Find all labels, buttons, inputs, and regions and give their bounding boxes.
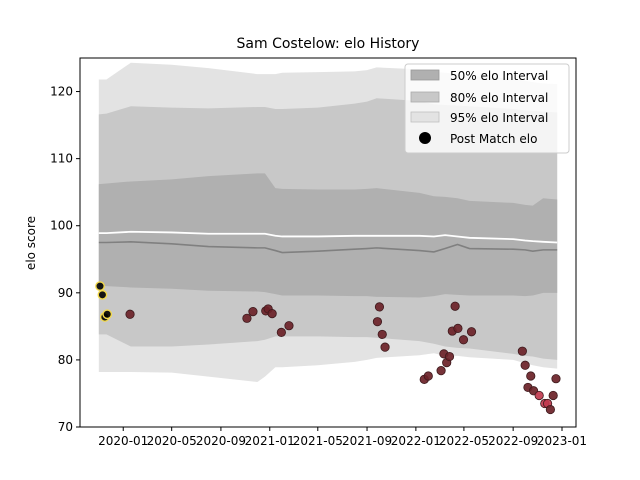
x-tick-label-2021-01: 2021-01 xyxy=(245,434,295,448)
x-tick-label-2021-05: 2021-05 xyxy=(293,434,343,448)
post-match-point-3 xyxy=(102,309,113,320)
legend-label-50: 50% elo Interval xyxy=(450,69,548,83)
post-match-point-28 xyxy=(520,360,530,370)
post-match-point-4 xyxy=(125,309,135,319)
post-match-point-24 xyxy=(453,323,463,333)
x-tick-label-2020-05: 2020-05 xyxy=(147,434,197,448)
x-tick-label-2022-01: 2022-01 xyxy=(391,434,441,448)
legend-swatch-50 xyxy=(410,69,440,81)
post-match-point-35 xyxy=(545,404,555,415)
x-tick-label-2021-09: 2021-09 xyxy=(342,434,392,448)
x-tick-label-2020-01: 2020-01 xyxy=(98,434,148,448)
legend-label-post-match: Post Match elo xyxy=(450,132,537,146)
legend: 50% elo Interval 80% elo Interval 95% el… xyxy=(404,63,570,154)
post-match-point-1 xyxy=(97,289,108,300)
legend-label-95: 95% elo Interval xyxy=(450,111,548,125)
legend-swatch-95 xyxy=(410,111,440,123)
x-tick-label-2020-09: 2020-09 xyxy=(196,434,246,448)
x-tick-label-2023-01: 2023-01 xyxy=(537,434,587,448)
chart-title: Sam Costelow: elo History xyxy=(237,36,420,52)
post-match-point-17 xyxy=(423,371,433,381)
mean-elo-line xyxy=(98,230,558,244)
y-tick-label-90: 90 xyxy=(58,286,73,300)
post-match-point-26 xyxy=(466,327,477,337)
post-match-point-30 xyxy=(526,371,536,381)
center-lines xyxy=(98,230,558,254)
post-match-point-32 xyxy=(534,390,544,401)
legend-marker-post-match xyxy=(419,132,431,144)
legend-swatch-80 xyxy=(410,91,440,103)
y-axis-ticks: 70 80 90 100 110 120 xyxy=(50,85,80,434)
post-match-point-11 xyxy=(284,321,294,331)
post-match-point-21 xyxy=(444,351,455,362)
post-match-point-6 xyxy=(248,307,258,317)
x-tick-label-2022-05: 2022-05 xyxy=(439,434,489,448)
y-tick-label-110: 110 xyxy=(50,152,73,166)
plot-frame xyxy=(79,57,577,428)
legend-box xyxy=(404,63,570,154)
y-axis-label: elo score xyxy=(24,216,38,270)
post-match-point-9 xyxy=(267,309,277,319)
post-match-point-18 xyxy=(436,366,446,376)
post-match-point-27 xyxy=(517,346,527,356)
legend-label-80: 80% elo Interval xyxy=(450,91,548,105)
post-match-point-0 xyxy=(95,281,105,292)
y-tick-label-120: 120 xyxy=(50,85,73,99)
y-tick-label-70: 70 xyxy=(58,420,73,434)
median-elo-line xyxy=(98,241,558,254)
post-match-point-10 xyxy=(276,327,286,338)
y-tick-label-100: 100 xyxy=(50,219,73,233)
post-match-point-12 xyxy=(372,317,383,327)
post-match-point-23 xyxy=(450,301,460,311)
x-tick-label-2022-09: 2022-09 xyxy=(488,434,538,448)
post-match-point-14 xyxy=(377,329,387,340)
y-tick-label-80: 80 xyxy=(58,353,73,367)
post-match-point-15 xyxy=(380,342,390,352)
post-match-points xyxy=(95,281,561,415)
post-match-point-36 xyxy=(548,390,558,401)
post-match-point-13 xyxy=(374,302,385,312)
post-match-point-37 xyxy=(551,374,561,384)
post-match-point-25 xyxy=(458,335,469,345)
post-match-point-5 xyxy=(242,313,252,323)
